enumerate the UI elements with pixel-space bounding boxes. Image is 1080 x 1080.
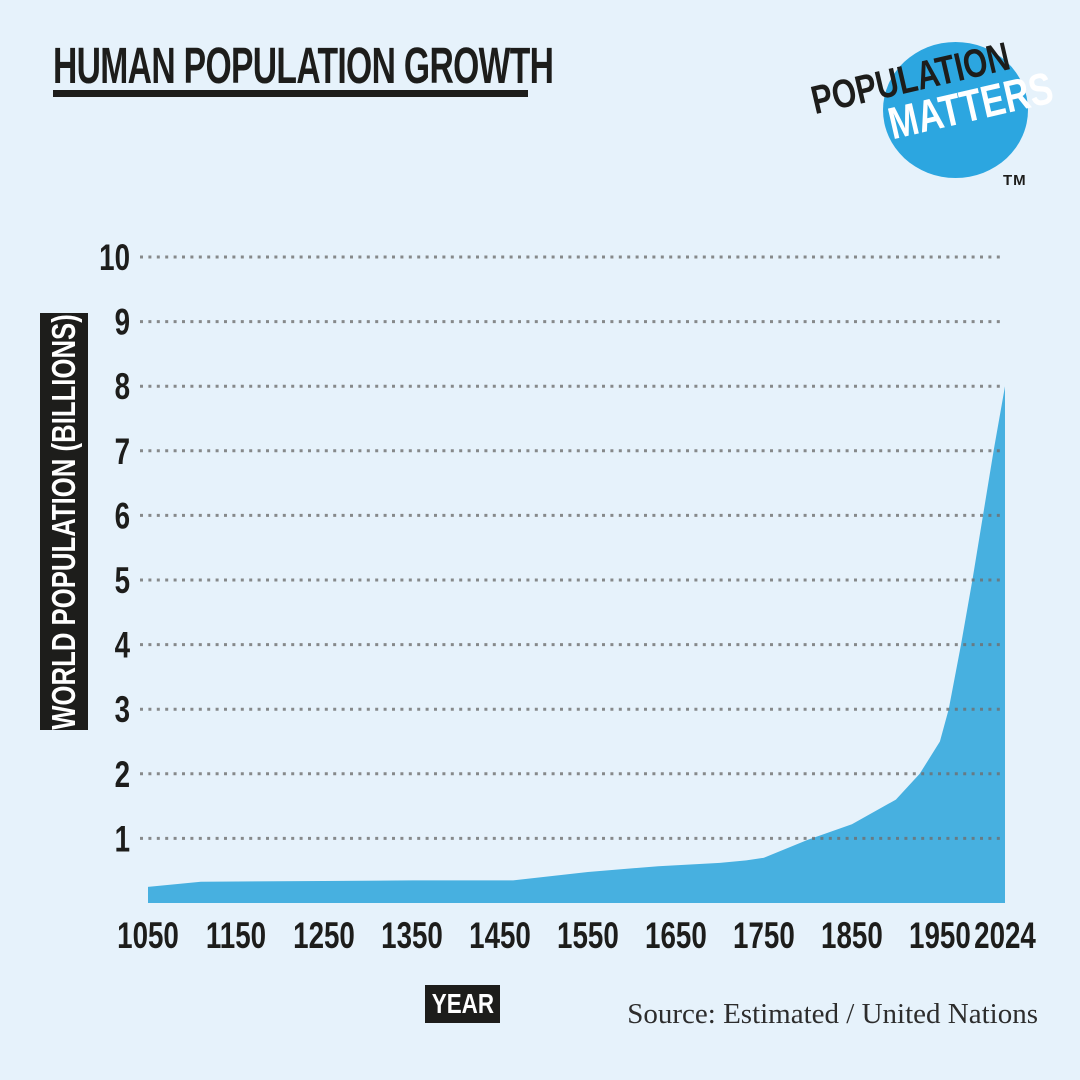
x-tick-label-1350: 1350	[381, 914, 443, 956]
title-underline	[53, 90, 528, 97]
x-axis-label: YEAR	[431, 988, 494, 1019]
y-tick-label-1: 1	[115, 817, 130, 859]
source-note: Source: Estimated / United Nations	[627, 998, 1038, 1030]
y-axis-label-box: WORLD POPULATION (BILLIONS)	[40, 313, 88, 730]
y-tick-label-2: 2	[115, 753, 130, 795]
x-tick-label-1550: 1550	[557, 914, 619, 956]
x-tick-label-1450: 1450	[469, 914, 531, 956]
page-title: HUMAN POPULATION GROWTH	[53, 36, 811, 95]
x-tick-label-1250: 1250	[293, 914, 355, 956]
page-title-text: HUMAN POPULATION GROWTH	[53, 37, 554, 94]
x-tick-label-1950: 1950	[909, 914, 971, 956]
x-tick-label-2024: 2024	[974, 914, 1036, 956]
x-tick-label-1150: 1150	[206, 914, 266, 956]
x-tick-label-1050: 1050	[117, 914, 179, 956]
x-axis-label-box: YEAR	[425, 985, 500, 1023]
y-tick-label-6: 6	[115, 494, 130, 536]
y-tick-label-3: 3	[115, 688, 130, 730]
y-tick-label-7: 7	[115, 430, 130, 472]
y-tick-label-4: 4	[115, 624, 130, 666]
x-tick-label-1650: 1650	[645, 914, 707, 956]
y-tick-label-5: 5	[115, 559, 130, 601]
trademark-symbol: TM	[1003, 172, 1027, 189]
y-tick-label-8: 8	[115, 365, 130, 407]
x-tick-label-1850: 1850	[821, 914, 883, 956]
population-matters-logo-circle	[883, 42, 1028, 178]
x-tick-label-1750: 1750	[733, 914, 795, 956]
y-tick-label-9: 9	[115, 301, 130, 343]
y-tick-label-10: 10	[99, 236, 130, 278]
area-series-world-population	[148, 386, 1005, 903]
